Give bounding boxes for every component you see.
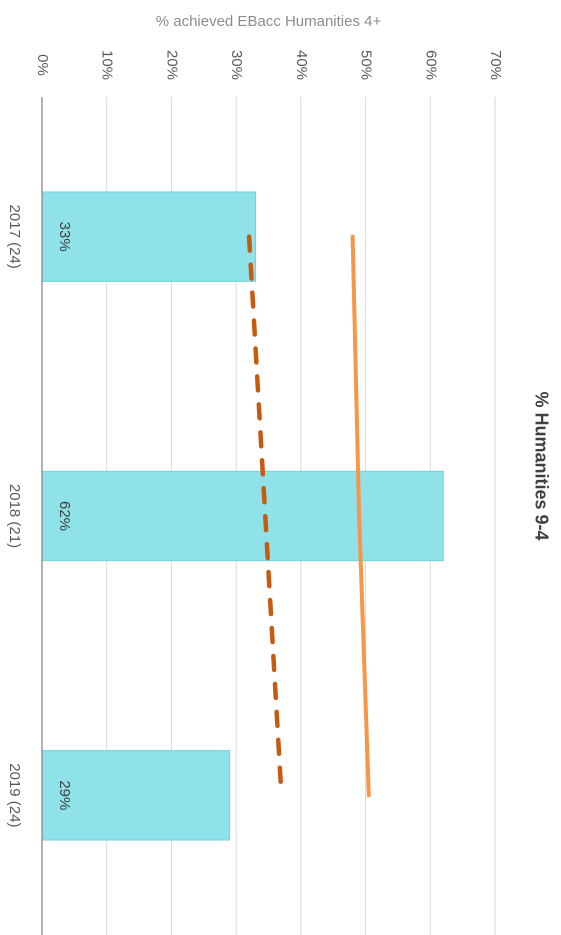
category-axis-ticks: 2017 (24) 2018 (21) 2019 (24) bbox=[6, 205, 23, 828]
value-axis-title: % achieved EBacc Humanities 4+ bbox=[156, 13, 382, 30]
value-tick-label: 20% bbox=[163, 50, 180, 80]
value-axis-ticks: 0% 10% 20% 30% 40% 50% 60% 70% bbox=[34, 50, 504, 80]
bars bbox=[41, 191, 444, 841]
data-label: 33% bbox=[56, 222, 73, 252]
lines bbox=[246, 234, 371, 798]
value-tick-label: 70% bbox=[487, 50, 504, 80]
solid-line bbox=[350, 234, 371, 798]
category-tick-label: 2018 (21) bbox=[6, 484, 23, 548]
value-tick-label: 40% bbox=[293, 50, 310, 80]
chart-title: % Humanities 9-4 bbox=[531, 391, 551, 540]
bar bbox=[41, 191, 257, 282]
value-tick-label: 30% bbox=[228, 50, 245, 80]
category-tick-label: 2017 (24) bbox=[6, 205, 23, 269]
data-labels: 33% 62% 29% bbox=[56, 222, 73, 811]
value-tick-label: 60% bbox=[422, 50, 439, 80]
data-label: 62% bbox=[56, 501, 73, 531]
value-tick-label: 0% bbox=[34, 54, 51, 76]
bar bbox=[41, 470, 444, 562]
category-tick-label: 2019 (24) bbox=[6, 763, 23, 827]
data-label: 29% bbox=[56, 780, 73, 810]
value-tick-label: 50% bbox=[358, 50, 375, 80]
value-tick-label: 10% bbox=[99, 50, 116, 80]
dashed-line bbox=[246, 234, 284, 798]
